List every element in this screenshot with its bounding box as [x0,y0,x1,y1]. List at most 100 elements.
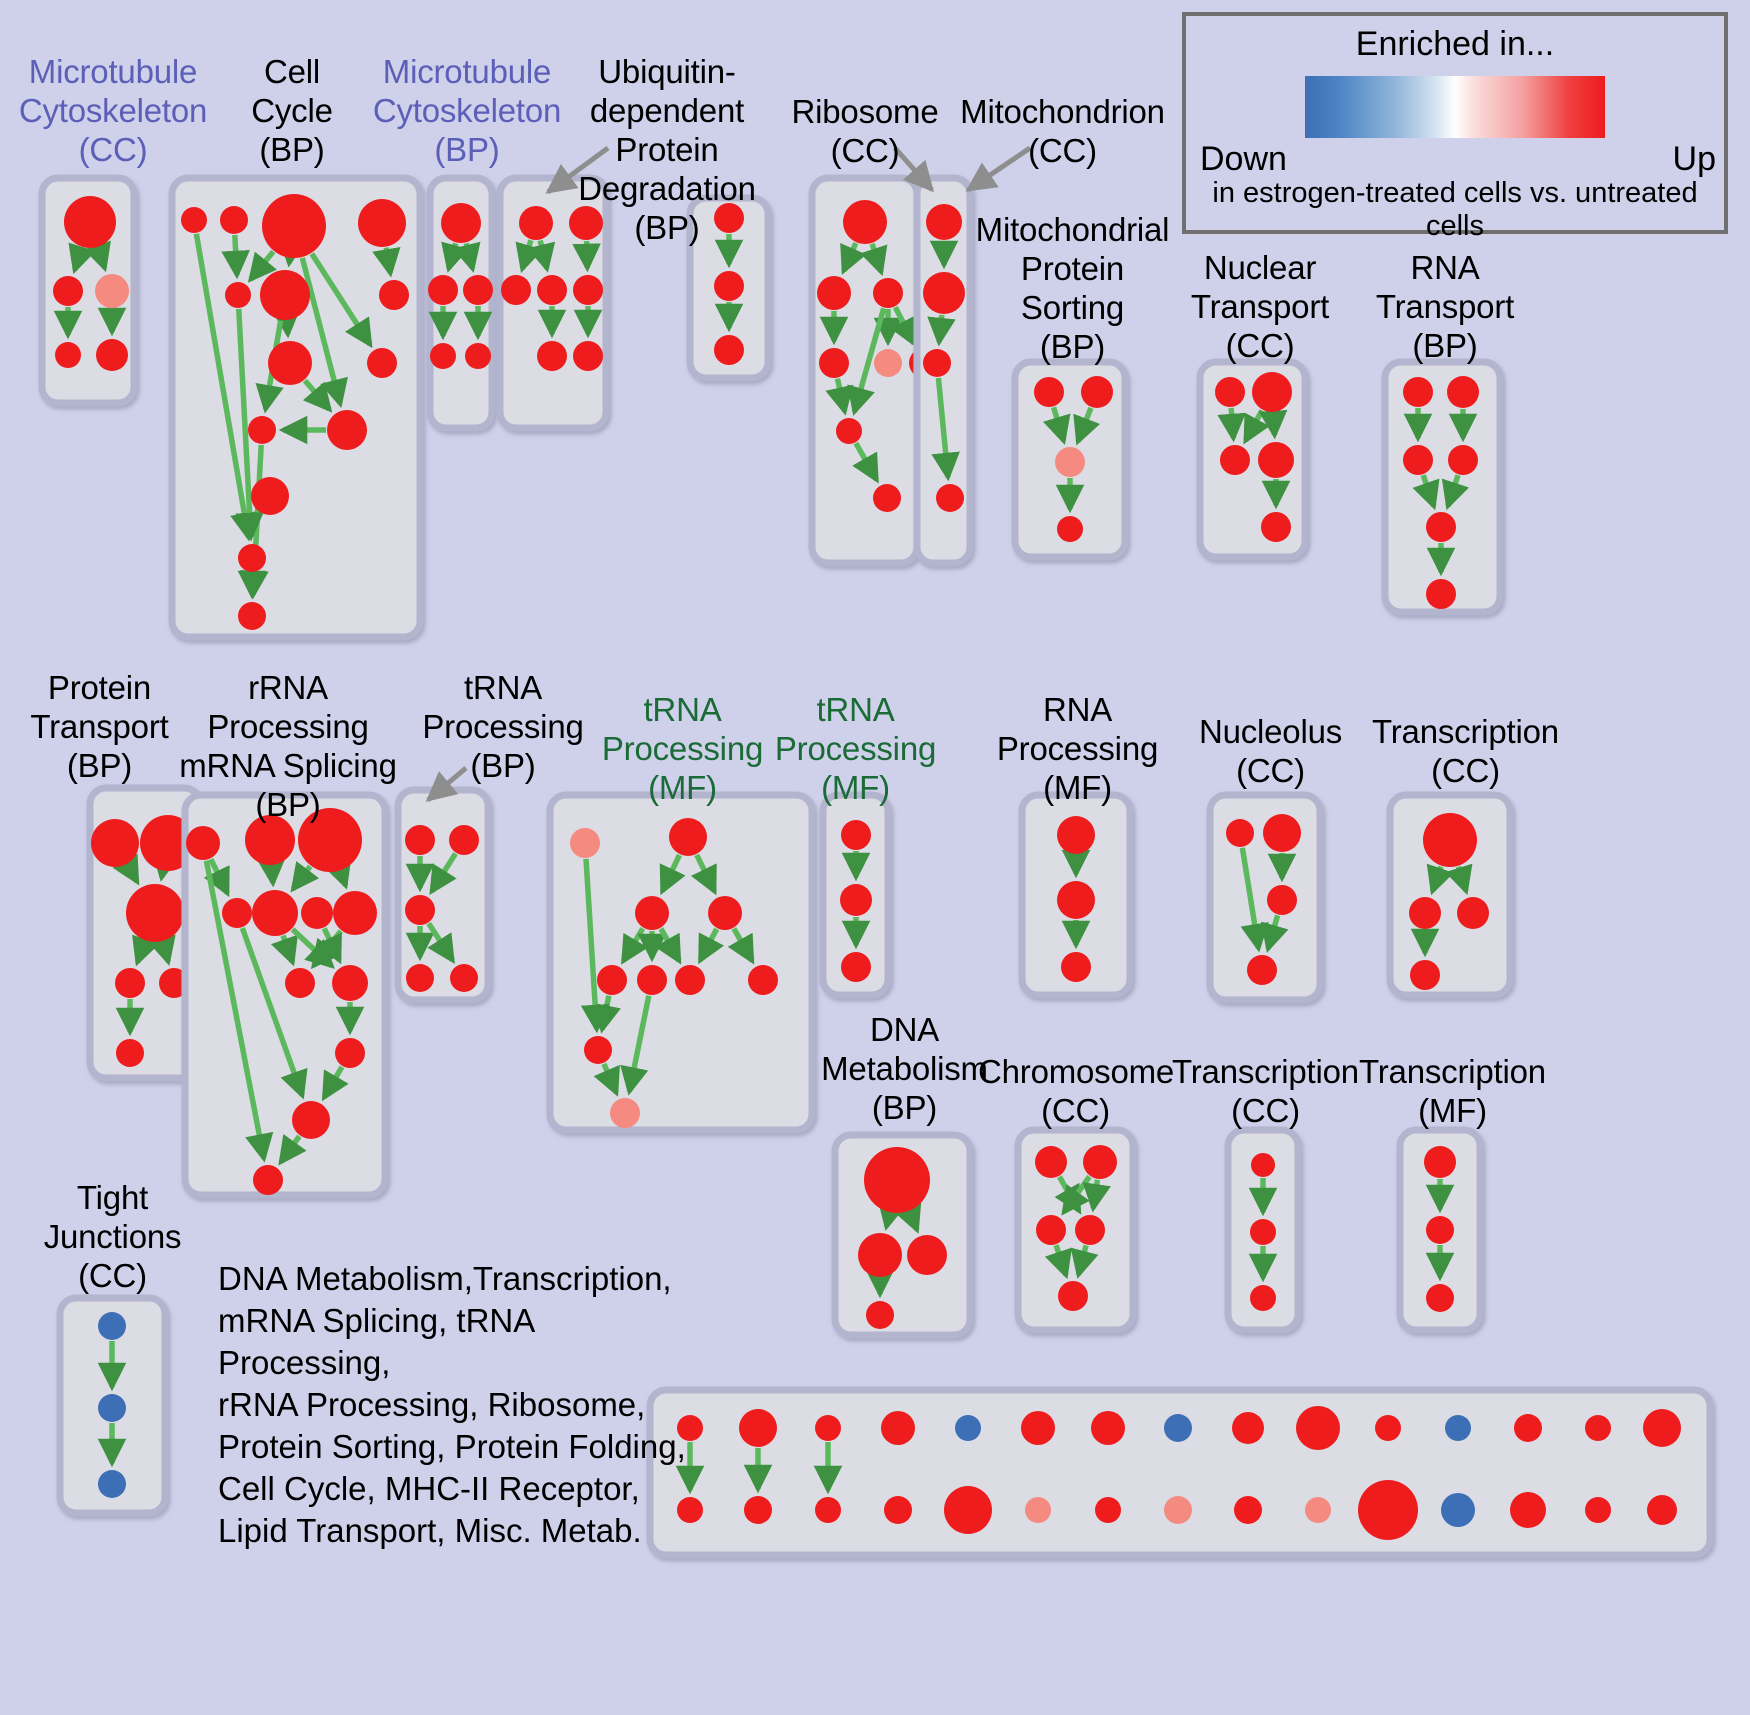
protein-node [1215,377,1245,407]
protein-node [248,416,276,444]
protein-node [944,1486,992,1534]
cluster-trna-processing-mf-small [819,791,892,999]
edge [83,240,111,273]
protein-node [98,1470,126,1498]
edge [690,853,717,896]
edge [239,927,308,1100]
leader-mitochondrion-icon [965,145,1032,193]
edge [1082,1179,1111,1213]
protein-node [744,1496,772,1524]
cluster-label-transcription-cc-upper: Transcription (CC) [1372,713,1559,789]
cluster-label-trna-processing-mf-large: tRNA Processing (MF) [601,691,764,806]
protein-node [1643,1409,1681,1447]
edge [290,861,320,893]
edge [1426,863,1454,896]
protein-node [739,1409,777,1447]
protein-node [1083,1145,1117,1179]
protein-node [573,275,603,305]
protein-node [858,1233,902,1277]
protein-node [815,1497,841,1523]
protein-node [335,1038,365,1068]
cluster-label-transcription-mf: Transcription (MF) [1359,1053,1546,1129]
protein-node [1410,960,1440,990]
edge [309,252,373,349]
edge [1070,1244,1099,1279]
cluster-label-tight-junctions-cc: Tight Junctions (CC) [43,1179,182,1294]
protein-node [936,484,964,512]
protein-node [1057,516,1083,542]
protein-node [367,348,397,378]
protein-node [1403,445,1433,475]
edge [235,308,264,542]
cluster-dna-metabolism-bp [831,1131,974,1339]
protein-node [1234,1496,1262,1524]
protein-node [98,1312,126,1340]
edge [654,927,682,965]
legend-color-gradient [1305,76,1605,138]
edge [1217,407,1246,443]
protein-node [1061,952,1091,982]
protein-node [115,968,145,998]
cluster-tight-junctions-cc [56,1294,169,1517]
edge [68,242,96,275]
cluster-label-microtubule-cytoskeleton-bp: Microtubule Cytoskeleton (BP) [372,53,562,168]
protein-node [1263,814,1301,852]
cluster-nuclear-transport-cc [1196,358,1309,561]
protein-node [1457,897,1489,929]
protein-node [465,343,491,369]
protein-node [677,1497,703,1523]
protein-node [1647,1495,1677,1525]
edge [203,860,274,1163]
edge [257,857,286,888]
protein-node [1250,1219,1276,1245]
cluster-label-dna-metabolism-bp: DNA Metabolism (BP) [821,1011,988,1126]
protein-node [1057,816,1095,854]
protein-node [64,196,116,248]
edge [1044,1244,1072,1280]
protein-node [298,808,362,872]
edge [429,852,458,896]
cluster-label-microtubule-cytoskeleton-cc: Microtubule Cytoskeleton (CC) [18,53,208,168]
protein-node [252,890,298,936]
protein-node [675,965,705,995]
protein-node [332,965,368,1001]
edge [825,378,854,416]
cluster-label-mitochondrial-protein-sorting-bp: Mitochondrial Protein Sorting (BP) [975,211,1170,365]
protein-node [1247,955,1277,985]
protein-node [669,818,707,856]
protein-node [748,965,778,995]
protein-node [1267,885,1297,915]
protein-node [1252,372,1292,412]
protein-node [864,1147,930,1213]
cluster-label-mitochondrion-cc: Mitochondrion (CC) [960,93,1165,169]
protein-node [1220,445,1250,475]
cluster-transcription-cc-lower [1224,1126,1302,1334]
protein-node [1034,377,1064,407]
protein-node [1426,579,1456,609]
protein-node [840,884,872,916]
cluster-label-transcription-cc-lower: Transcription (CC) [1172,1053,1359,1129]
protein-node [1441,1493,1475,1527]
edge [426,921,455,964]
protein-node [428,275,458,305]
edge [727,927,755,965]
cluster-label-chromosome-cc: Chromosome (CC) [978,1053,1175,1129]
protein-node [1036,1215,1066,1245]
protein-node [379,280,409,310]
cluster-transcription-cc-upper [1386,791,1514,999]
cluster-trna-processing-mf-large [546,791,816,1134]
legend-up-label: Up [1672,140,1716,178]
cluster-transcription-mf [1396,1126,1484,1334]
protein-node [116,1039,144,1067]
edge [852,441,880,484]
protein-node [1261,512,1291,542]
protein-node [96,339,128,371]
edge [931,377,960,482]
protein-node [926,204,962,240]
protein-node [584,1036,612,1064]
cluster-mitochondrial-protein-sorting-bp [1011,358,1129,561]
cluster-label-trna-processing-bp: tRNA Processing (BP) [422,669,584,784]
edge [620,995,652,1096]
protein-node [1409,897,1441,929]
edge [372,246,401,278]
